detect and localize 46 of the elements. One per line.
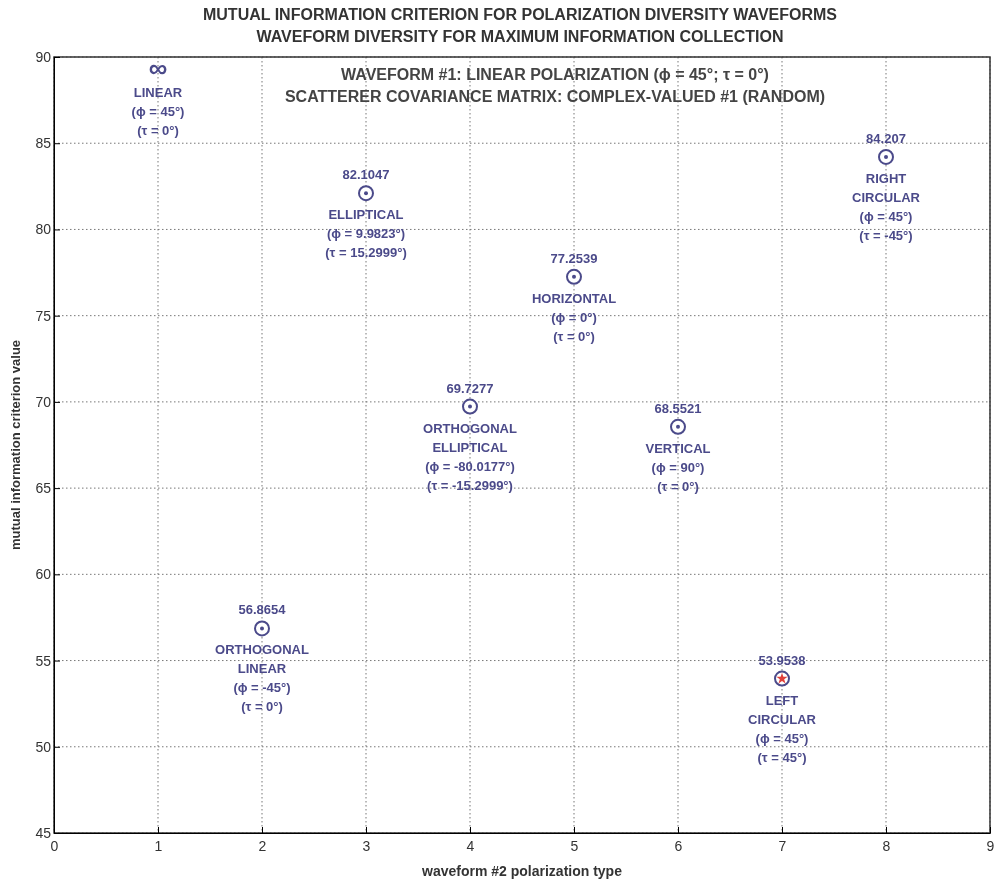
data-label: 56.8654 (238, 602, 287, 618)
y-tick-label: 60 (35, 566, 52, 583)
point (670, 418, 686, 435)
x-tick-label: 2 (258, 838, 267, 855)
y-tick-label: 55 (35, 652, 52, 669)
annotation: ELLIPTICAL (ϕ = 9.9823°) (τ = 15.2999°) (325, 207, 407, 261)
y-tick-label: 50 (35, 738, 52, 755)
x-tick-label: 6 (674, 838, 683, 855)
point (254, 620, 270, 637)
annotation: RIGHT CIRCULAR (ϕ = 45°) (τ = -45°) (852, 170, 921, 243)
x-tick-label: 7 (778, 838, 787, 855)
x-tick-label: 5 (570, 838, 579, 855)
text: WAVEFORM #1: LINEAR POLARIZATION (ϕ = 45°; τ = 0°) SCATTERER COVARIANCE MATRIX: COMPLEX-VALUED #1 (RANDOM) (284, 66, 826, 105)
y-tick-label: 85 (35, 135, 52, 152)
x-tick-label: 8 (882, 838, 891, 855)
point (566, 268, 582, 285)
annotation: LEFT CIRCULAR (ϕ = 45°) (τ = 45°) (748, 692, 817, 765)
data-label: 68.5521 (654, 400, 702, 416)
point (878, 148, 894, 165)
annotation: HORIZONTAL (ϕ = 0°) (τ = 0°) (531, 290, 617, 344)
x-axis-title: waveform #2 polarization type (421, 863, 623, 879)
data-label: 53.9538 (758, 652, 806, 668)
point (358, 185, 374, 202)
y-tick-label: 90 (35, 48, 52, 65)
annotation: ORTHOGONAL LINEAR (ϕ = -45°) (τ = 0°) (215, 642, 309, 715)
x-tick-label: 1 (154, 838, 163, 855)
y-axis-title: mutual information criterion value (8, 339, 23, 551)
data-label: 84.207 (866, 130, 906, 146)
annotation: ORTHOGONAL ELLIPTICAL (ϕ = -80.0177°) (τ = -15.2999°) (423, 420, 517, 493)
y-tick-label: 65 (35, 480, 52, 497)
data-label: 77.2539 (550, 250, 598, 266)
annotation: ∞ (148, 53, 168, 83)
annotation: VERTICAL (ϕ = 90°) (τ = 0°) (645, 440, 711, 494)
annotation: LINEAR (ϕ = 45°) (τ = 0°) (131, 85, 185, 138)
y-tick-label: 80 (35, 221, 52, 238)
point (462, 398, 478, 415)
x-tick-label: 9 (986, 838, 995, 855)
x-tick-label: 4 (466, 838, 475, 855)
y-tick-label: 45 (35, 824, 52, 841)
y-tick-label: 70 (35, 393, 52, 410)
chart-title: MUTUAL INFORMATION CRITERION FOR POLARIZATION DIVERSITY WAVEFORMS WAVEFORM DIVERSITY FOR MAXIMUM INFORMATION COLLECTION (202, 6, 838, 45)
x-tick-label: 0 (50, 838, 59, 855)
x-tick-label: 3 (362, 838, 371, 855)
y-tick-label: 75 (35, 307, 52, 324)
data-label: 82.1047 (342, 167, 390, 183)
data-label: 69.7277 (446, 380, 494, 396)
